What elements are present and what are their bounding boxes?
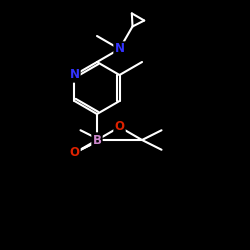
Text: O: O: [114, 120, 124, 134]
Text: N: N: [114, 42, 124, 56]
Text: O: O: [70, 146, 80, 160]
Text: B: B: [92, 134, 102, 146]
Text: N: N: [70, 68, 80, 82]
